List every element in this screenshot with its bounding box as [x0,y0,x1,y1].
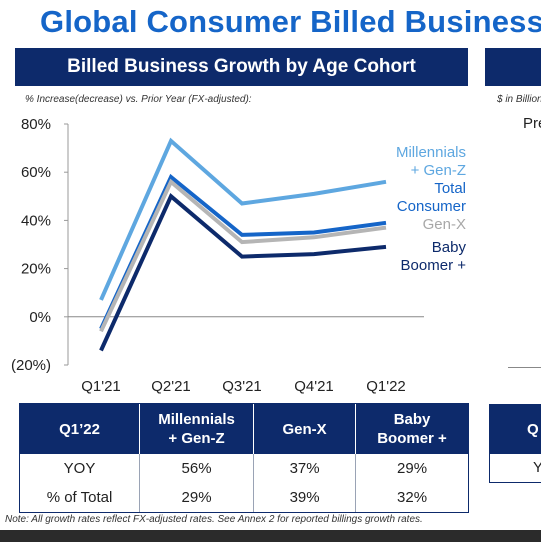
x-tick-label: Q1'22 [366,378,406,395]
growth-line-chart: 80% 60% 40% 20% 0% (20%) Q1'21 Q2'21 Q3'21 Q4'21 Q… [11,116,467,395]
table-cell: 37% [253,454,356,483]
series-label: Boomer + [401,257,467,274]
cohort-summary-table: Q1’22 Millennials + Gen-Z Gen-X Baby Boomer +… [20,404,468,513]
y-tick-label: (20%) [11,357,51,374]
series-line-gen-x [99,178,387,333]
table-header-cell: Millennials + Gen-Z [138,404,254,454]
y-tick-label: 0% [29,309,51,326]
table-cell: 56% [138,454,254,483]
table-row-label: YOY [63,460,96,477]
chart-subtitle: % Increase(decrease) vs. Prior Year (FX-… [25,94,252,105]
x-tick-label: Q2'21 [151,378,191,395]
footnote: Note: All growth rates reflect FX-adjust… [5,514,423,525]
x-tick-label: Q4'21 [294,378,334,395]
series-label: Baby [432,239,467,256]
page-title: Global Consumer Billed Business [40,4,541,39]
series-label: Gen-X [423,216,466,233]
series-label: Consumer [397,198,466,215]
table-row: YOY 56% 37% 29% [20,454,468,483]
table-header-cell: Q1’22 [20,404,140,454]
table-cell: 32% [355,483,468,513]
table-header-text: Q1’22 [59,420,100,438]
table-row: % of Total 29% 39% 32% [20,483,468,513]
y-tick-label: 60% [21,164,51,181]
table-header-cell: Gen-X [253,404,356,454]
right-panel-title-banner [485,48,541,86]
table-header-text: Boomer + [377,430,447,447]
table-cell: 29% [138,483,254,513]
table-cell: 39% [253,483,356,513]
right-panel-divider [508,367,541,368]
y-tick-label: 20% [21,261,51,278]
table-header-text: Millennials [158,411,235,428]
right-table-cell: Y [489,454,541,483]
table-header-text: Gen-X [282,420,327,438]
table-header-text: Baby [393,411,431,428]
table-row-label: % of Total [20,483,140,513]
y-tick-label: 40% [21,212,51,229]
series-label: + Gen-Z [411,162,466,179]
bottom-bar [0,530,541,542]
x-tick-label: Q3'21 [222,378,262,395]
series-line-baby-boomer [99,193,387,352]
series-line-millennials-gen-z [99,137,387,301]
right-panel-subtitle: $ in Billions [497,94,541,105]
chart-panel-title: Billed Business Growth by Age Cohort [15,48,468,86]
right-panel-partial-label: Pre [523,115,541,132]
series-label: Millennials [396,144,466,161]
right-table-header: Q [489,404,541,454]
series-label: Total [434,180,466,197]
table-cell: 29% [355,454,468,483]
table-header-cell: Baby Boomer + [355,404,468,454]
table-header-text: + Gen-Z [168,430,225,447]
y-tick-label: 80% [21,116,51,133]
x-tick-label: Q1'21 [81,378,121,395]
